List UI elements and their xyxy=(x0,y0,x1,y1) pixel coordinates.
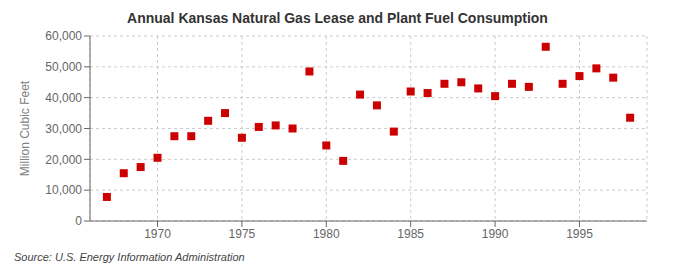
svg-text:1990: 1990 xyxy=(482,227,509,241)
html-text:Source: U.S. Energy Informatio: Source: U.S. Energy Information Administ… xyxy=(14,251,245,263)
svg-text:50,000: 50,000 xyxy=(45,60,82,74)
svg-text:1970: 1970 xyxy=(144,227,171,241)
svg-text:Million Cubic Feet: Million Cubic Feet xyxy=(18,80,32,176)
svg-text:0: 0 xyxy=(75,214,82,228)
svg-text:60,000: 60,000 xyxy=(45,29,82,43)
svg-text:30,000: 30,000 xyxy=(45,122,82,136)
svg-text:1980: 1980 xyxy=(313,227,340,241)
svg-text:40,000: 40,000 xyxy=(45,91,82,105)
svg-text:1985: 1985 xyxy=(397,227,424,241)
svg-text:1975: 1975 xyxy=(229,227,256,241)
svg-text:20,000: 20,000 xyxy=(45,153,82,167)
svg-text:10,000: 10,000 xyxy=(45,183,82,197)
svg-text:1995: 1995 xyxy=(566,227,593,241)
html-text:Annual Kansas Natural Gas Leas: Annual Kansas Natural Gas Lease and Plan… xyxy=(127,10,548,26)
